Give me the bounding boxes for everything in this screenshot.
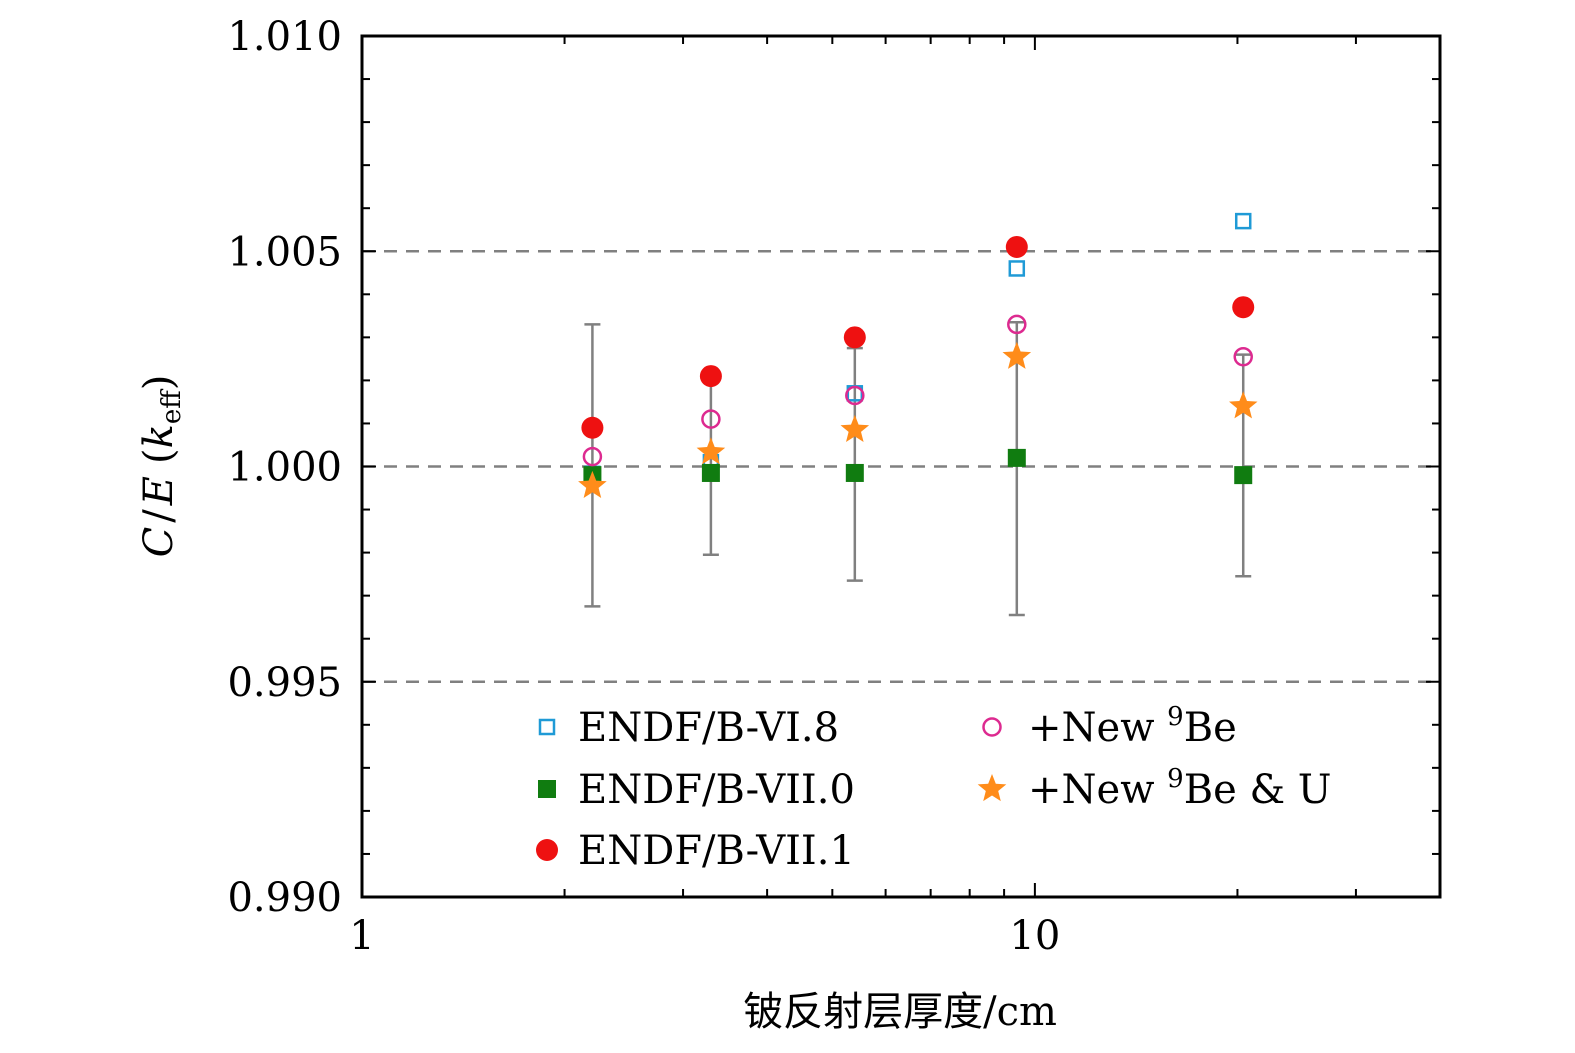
y-title-e: E: [136, 476, 182, 506]
point-new-9be-u: [578, 470, 607, 498]
x-tick-label: 10: [1009, 913, 1060, 959]
point-new-9be: [582, 446, 603, 467]
legend-label-suffix: Be: [1184, 705, 1237, 751]
point-endf-b-vii-0: [1234, 466, 1253, 485]
point-endf-b-vii-1: [843, 326, 866, 349]
point-endf-b-vii-1: [1232, 296, 1255, 319]
point-endf-b-vii-1: [1005, 235, 1028, 258]
x-axis-title: 铍反射层厚度/cm: [743, 989, 1057, 1035]
legend-label: ENDF/B-VII.1: [578, 828, 855, 874]
point-endf-b-vii-1: [699, 365, 722, 388]
y-tick-label: 0.995: [227, 660, 342, 706]
y-tick-label: 0.990: [227, 875, 342, 921]
legend-label: ENDF/B-VI.8: [578, 705, 839, 751]
legend-label-sup: 9: [1167, 702, 1184, 732]
point-new-9be: [845, 385, 865, 406]
y-title-sub: eff: [157, 388, 187, 424]
point-endf-b-vii-0: [845, 463, 864, 482]
legend-marker: [538, 780, 556, 798]
y-title-k: k: [136, 424, 182, 448]
point-endf-b-vi-8: [1008, 260, 1026, 277]
point-new-9be: [701, 409, 721, 429]
tick-labels: 0.990 0.995 1.000 1.005 1.010 1 10: [227, 14, 1060, 959]
y-tick-label: 1.000: [227, 445, 342, 491]
y-tick-label: 1.005: [227, 229, 342, 275]
y-title-slash: /: [136, 509, 182, 523]
legend: ENDF/B-VI.8 ENDF/B-VII.0 ENDF/B-VII.1 +New …: [536, 702, 1332, 874]
legend-label-text: ENDF/B-VII.1: [578, 828, 855, 874]
legend-label-text: +New: [1028, 705, 1167, 751]
legend-label-suffix: Be & U: [1184, 767, 1332, 813]
point-new-9be-u: [1229, 391, 1258, 419]
point-endf-b-vii-0: [701, 463, 720, 482]
y-axis-title: C / E (keff): [136, 375, 187, 558]
point-endf-b-vii-0: [1007, 448, 1026, 467]
reference-lines: [362, 250, 1440, 683]
point-new-9be: [1233, 346, 1253, 367]
legend-label: +New 9Be: [1028, 702, 1237, 751]
point-new-9be-u: [696, 437, 726, 465]
y-title-open-paren: (: [136, 448, 182, 464]
legend-marker: [536, 839, 558, 861]
legend-label-sup: 9: [1167, 764, 1184, 794]
legend-label-text: +New: [1028, 767, 1167, 813]
y-title-close-paren: ): [136, 375, 182, 391]
error-bars: [584, 321, 1252, 617]
x-tick-label: 1: [349, 913, 374, 959]
legend-label: ENDF/B-VII.0: [578, 767, 855, 813]
point-new-9be: [1007, 314, 1027, 335]
legend-marker: [977, 774, 1007, 802]
y-tick-label: 1.010: [227, 14, 342, 60]
point-endf-b-vi-8: [1234, 212, 1252, 230]
legend-marker: [538, 718, 556, 736]
legend-label: +New 9Be & U: [1028, 764, 1332, 813]
plot-frame: [360, 34, 1442, 899]
point-endf-b-vii-1: [581, 416, 604, 439]
legend-label-text: ENDF/B-VII.0: [578, 767, 855, 813]
point-new-9be-u: [1002, 341, 1032, 369]
data-markers: [578, 212, 1258, 498]
legend-label-text: ENDF/B-VI.8: [578, 705, 839, 751]
y-title-c: C: [136, 527, 182, 558]
point-new-9be-u: [840, 414, 870, 442]
legend-marker: [982, 717, 1002, 737]
